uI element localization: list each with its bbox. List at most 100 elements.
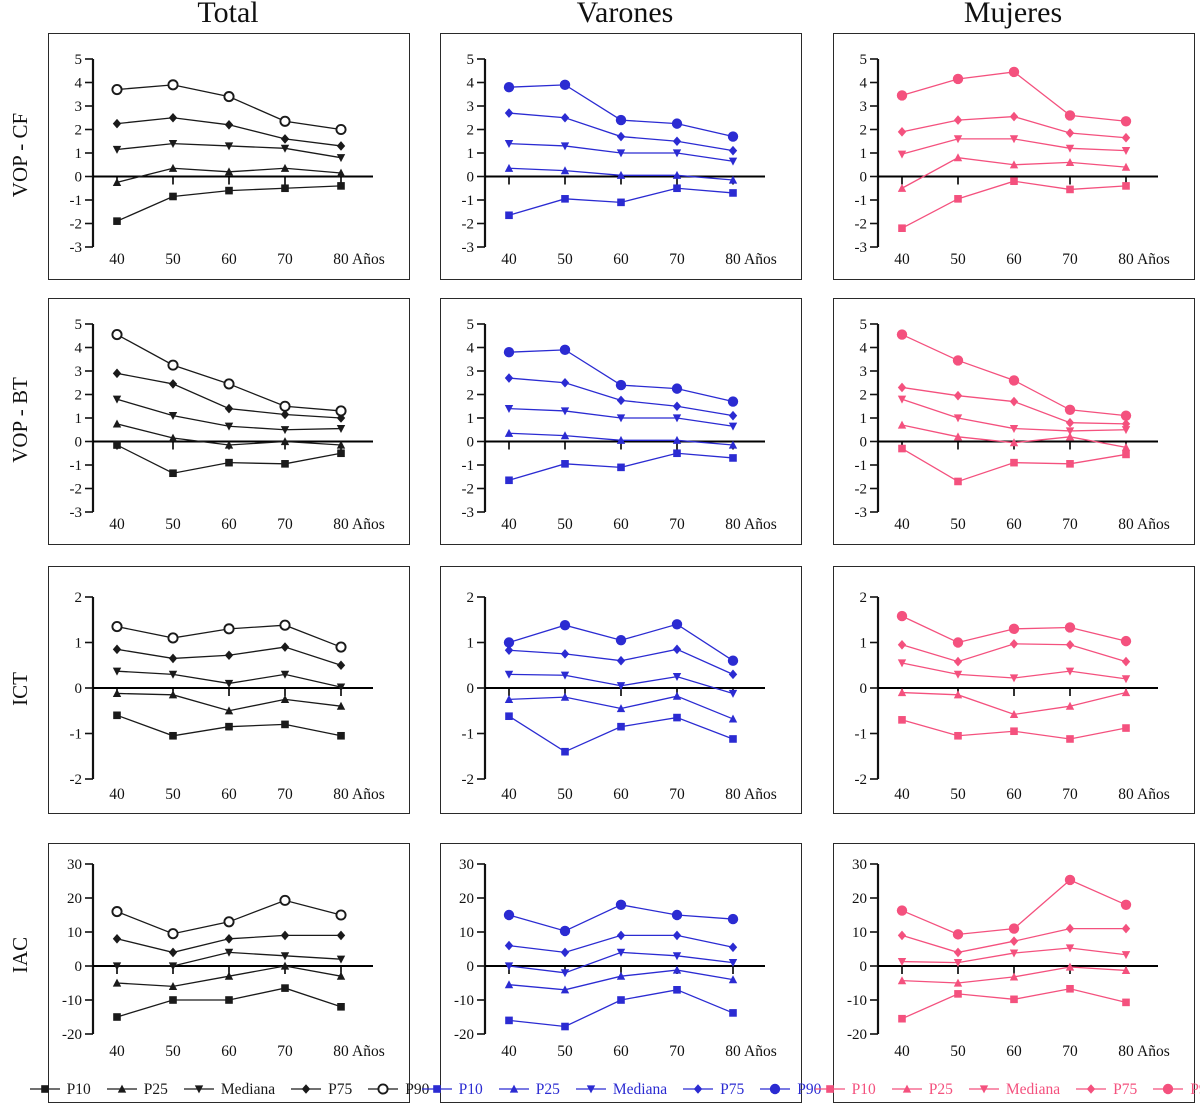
svg-text:70: 70 [669,251,685,268]
svg-text:-20: -20 [454,1027,474,1043]
svg-text:1: 1 [75,636,83,652]
svg-text:-2: -2 [462,772,475,788]
svg-text:-3: -3 [70,505,83,521]
svg-text:80: 80 [725,786,741,803]
svg-text:-3: -3 [70,240,83,256]
svg-text:Años: Años [352,786,385,803]
svg-text:50: 50 [557,786,573,803]
svg-text:4: 4 [860,76,868,92]
chart-vop-bt-mujeres: 5 4 3 2 1 0 -1 -2 -3 40 50 60 70 80 Años [833,298,1195,545]
svg-text:10: 10 [852,925,867,941]
svg-text:3: 3 [75,99,83,115]
svg-text:-1: -1 [70,458,83,474]
legend-marker-p90-icon [760,1084,791,1095]
svg-text:10: 10 [67,925,82,941]
legend-marker-p25-icon [498,1084,529,1093]
svg-text:Años: Años [352,251,385,268]
svg-text:Años: Años [744,1043,777,1060]
svg-text:2: 2 [75,123,83,139]
svg-text:60: 60 [221,786,237,803]
legend-item-p90: P90 [367,1081,429,1098]
svg-text:-1: -1 [855,458,868,474]
svg-text:4: 4 [75,76,83,92]
svg-text:1: 1 [75,146,83,162]
svg-text:0: 0 [467,170,475,186]
row-label-ict: ICT [8,672,32,706]
legend-item-p90: P90 [759,1080,822,1098]
legend-item-mediana: Mediana [183,1081,275,1098]
chart-canvas: 5 4 3 2 1 0 -1 -2 -3 40 50 60 70 80 Años [70,317,385,533]
svg-text:-2: -2 [70,482,83,498]
svg-text:5: 5 [467,52,475,68]
svg-text:70: 70 [669,1043,685,1060]
svg-text:-10: -10 [847,993,867,1009]
chart-ict-mujeres: 2 1 0 -1 -2 40 50 60 70 80 Años [833,566,1195,814]
legend-marker-mediana-icon [575,1085,606,1094]
legend-label: P90 [1190,1080,1200,1098]
svg-text:80: 80 [1118,1043,1134,1060]
svg-text:-3: -3 [855,240,868,256]
svg-text:5: 5 [75,52,83,68]
svg-text:40: 40 [109,1043,125,1060]
legend-marker-p10-icon [29,1085,60,1094]
legend-label: Mediana [1005,1080,1061,1098]
svg-text:60: 60 [1006,786,1022,803]
svg-text:2: 2 [467,388,475,404]
svg-text:0: 0 [860,959,868,975]
svg-text:-2: -2 [70,217,83,233]
legend-label: P90 [797,1080,822,1098]
svg-text:70: 70 [1062,786,1078,803]
svg-text:-3: -3 [462,505,475,521]
svg-text:-1: -1 [70,193,83,209]
svg-text:70: 70 [277,516,293,533]
svg-text:-2: -2 [462,482,475,498]
svg-text:60: 60 [613,786,629,803]
chart-vop-bt-varones: 5 4 3 2 1 0 -1 -2 -3 40 50 60 70 80 Años [440,298,802,545]
chart-canvas: 5 4 3 2 1 0 -1 -2 -3 40 50 60 70 80 Años [462,317,777,533]
legend-label: P10 [66,1080,91,1098]
legend-mujeres: P10 P25 Mediana P75 P90 [814,1080,1200,1098]
svg-text:2: 2 [75,388,83,404]
svg-text:-2: -2 [462,217,475,233]
legend-label: Mediana [612,1080,668,1098]
svg-text:60: 60 [613,251,629,268]
svg-text:30: 30 [852,857,867,873]
svg-text:2: 2 [467,590,475,606]
svg-text:30: 30 [459,857,474,873]
svg-text:60: 60 [1006,251,1022,268]
svg-text:50: 50 [165,786,181,803]
column-title-mujeres: Mujeres [963,0,1063,29]
svg-text:-1: -1 [855,193,868,209]
svg-text:-1: -1 [70,727,83,743]
chart-canvas: 5 4 3 2 1 0 -1 -2 -3 40 50 60 70 80 Años [855,52,1170,268]
svg-text:-1: -1 [462,458,475,474]
legend-label: P75 [1113,1080,1138,1098]
svg-text:50: 50 [557,251,573,268]
svg-text:50: 50 [165,1043,181,1060]
svg-text:70: 70 [669,516,685,533]
legend-label: P25 [143,1080,168,1098]
svg-text:Años: Años [744,516,777,533]
svg-text:1: 1 [467,146,475,162]
svg-text:2: 2 [467,123,475,139]
svg-text:4: 4 [75,341,83,357]
svg-text:5: 5 [860,52,868,68]
svg-text:40: 40 [109,516,125,533]
svg-text:80: 80 [333,251,349,268]
svg-text:80: 80 [1118,786,1134,803]
svg-text:40: 40 [501,786,517,803]
svg-text:50: 50 [950,786,966,803]
chart-canvas: 30 20 10 0 -10 -20 40 50 60 70 80 Años [454,857,777,1060]
svg-text:4: 4 [467,76,475,92]
svg-text:50: 50 [950,1043,966,1060]
svg-text:-2: -2 [855,217,868,233]
svg-text:1: 1 [467,636,475,652]
chart-canvas: 5 4 3 2 1 0 -1 -2 -3 40 50 60 70 80 Años [70,52,385,268]
legend-label: P75 [328,1080,353,1098]
svg-text:40: 40 [109,251,125,268]
chart-canvas: 5 4 3 2 1 0 -1 -2 -3 40 50 60 70 80 Años [855,317,1170,533]
svg-text:80: 80 [333,1043,349,1060]
chart-vop-cf-total: 5 4 3 2 1 0 -1 -2 -3 40 50 60 70 80 Años [48,33,410,280]
svg-text:Años: Años [744,251,777,268]
